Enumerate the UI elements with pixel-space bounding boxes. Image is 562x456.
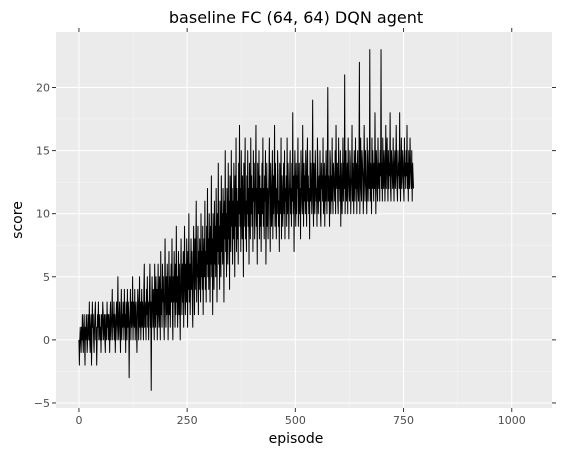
axis-ticks: [52, 28, 556, 412]
x-tick-label: 500: [285, 414, 306, 427]
x-tick-labels: 0 250 500 750 1000: [75, 414, 525, 427]
score-series-line: [78, 49, 414, 391]
y-tick-labels: −5 0 5 10 15 20: [34, 82, 50, 410]
x-axis-label: episode: [269, 431, 324, 447]
x-tick-label: 750: [393, 414, 414, 427]
y-tick-label: −5: [34, 397, 50, 410]
y-tick-label: 0: [43, 334, 50, 347]
chart-title: baseline FC (64, 64) DQN agent: [169, 8, 423, 27]
y-tick-label: 10: [36, 208, 50, 221]
y-tick-label: 15: [36, 145, 50, 158]
y-tick-label: 20: [36, 82, 50, 95]
x-tick-label: 1000: [498, 414, 526, 427]
y-axis-label: score: [10, 201, 26, 239]
x-tick-label: 250: [177, 414, 198, 427]
y-tick-label: 5: [43, 271, 50, 284]
x-tick-label: 0: [75, 414, 82, 427]
